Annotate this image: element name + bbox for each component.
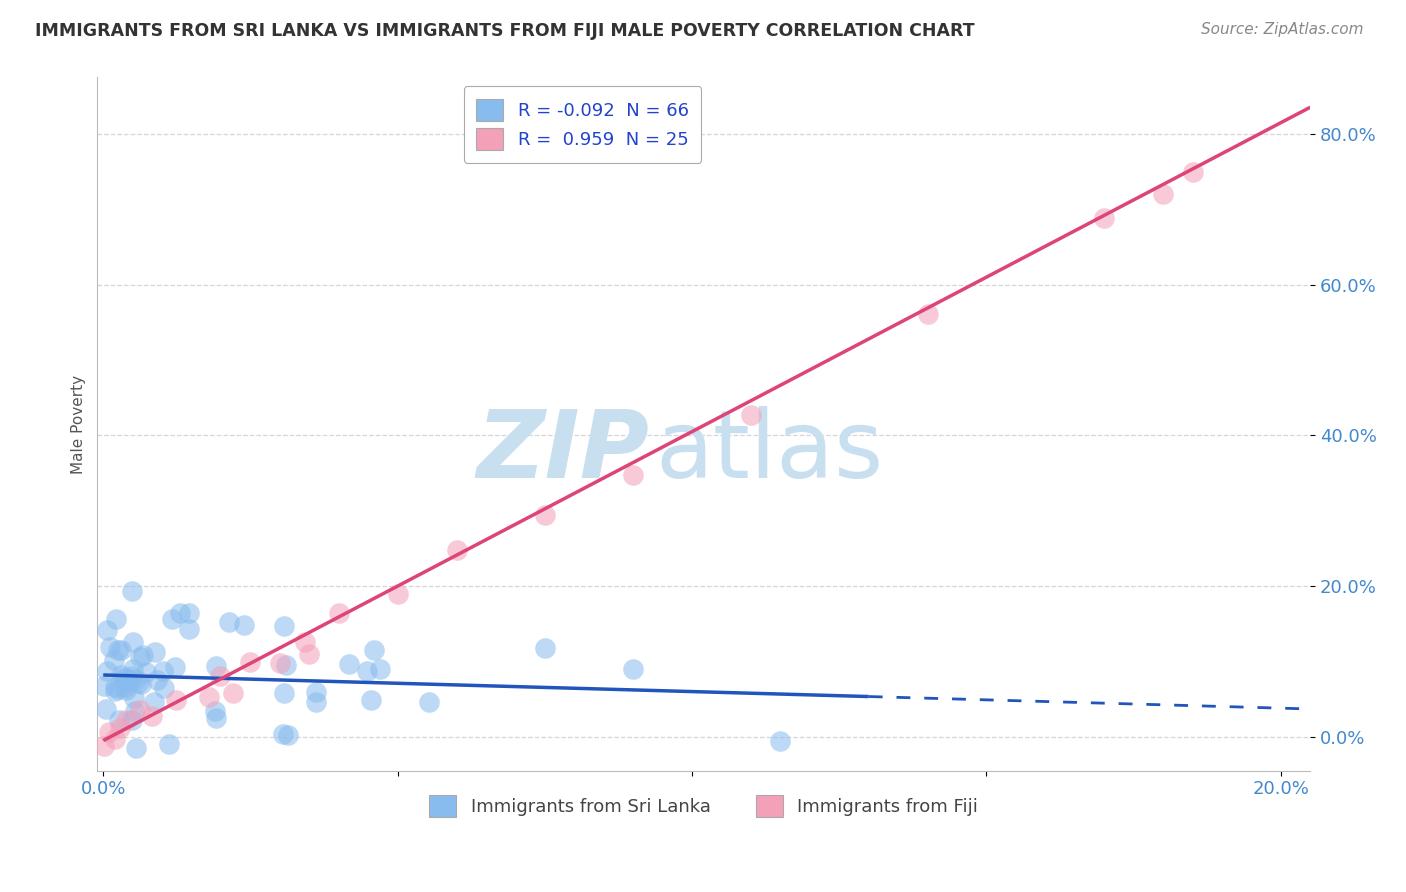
Point (276, 658, 298, 673)
Point (169, 606, 191, 620)
Point (114, 676, 136, 690)
Point (446, 542, 468, 557)
Point (233, 617, 256, 632)
Point (108, 714, 131, 728)
Point (363, 643, 385, 657)
Point (129, 677, 152, 691)
Point (98, 640, 121, 655)
Point (146, 673, 169, 688)
Point (328, 606, 350, 620)
Point (418, 695, 440, 709)
Point (121, 669, 143, 683)
Point (160, 612, 183, 626)
Point (98, 725, 121, 739)
Point (205, 658, 228, 673)
Point (121, 662, 143, 676)
Point (114, 671, 136, 685)
Point (277, 727, 299, 741)
Point (104, 684, 127, 698)
Point (143, 645, 166, 659)
Point (198, 690, 221, 705)
Point (305, 685, 328, 699)
Point (121, 713, 143, 727)
Point (110, 667, 132, 681)
Point (104, 731, 127, 746)
Point (141, 708, 163, 723)
Point (273, 619, 295, 633)
Point (1181, 165, 1204, 179)
Text: Source: ZipAtlas.com: Source: ZipAtlas.com (1201, 22, 1364, 37)
Point (120, 673, 142, 688)
Point (208, 669, 231, 683)
Point (128, 650, 150, 665)
Point (740, 408, 762, 422)
Point (104, 612, 127, 626)
Point (769, 733, 792, 747)
Point (108, 721, 131, 735)
Point (177, 622, 200, 636)
Point (1152, 186, 1174, 201)
Point (107, 643, 129, 657)
Point (132, 648, 155, 663)
Point (205, 711, 228, 725)
Point (218, 615, 240, 629)
Point (96, 623, 118, 637)
Point (165, 693, 187, 707)
Point (621, 662, 644, 676)
Point (103, 680, 125, 694)
Point (93, 739, 115, 754)
Text: IMMIGRANTS FROM SRI LANKA VS IMMIGRANTS FROM FIJI MALE POVERTY CORRELATION CHART: IMMIGRANTS FROM SRI LANKA VS IMMIGRANTS … (35, 22, 974, 40)
Point (222, 686, 245, 700)
Text: atlas: atlas (655, 406, 883, 498)
Point (152, 681, 174, 696)
Point (157, 737, 180, 751)
Point (129, 703, 152, 717)
Point (122, 691, 145, 706)
Point (110, 643, 132, 657)
Point (271, 727, 294, 741)
Point (387, 587, 409, 601)
Point (239, 656, 262, 670)
Point (122, 635, 145, 649)
Point (127, 676, 149, 690)
Point (125, 740, 148, 755)
Point (269, 656, 291, 670)
Point (204, 704, 226, 718)
Y-axis label: Male Poverty: Male Poverty (72, 375, 86, 474)
Point (114, 680, 136, 694)
Point (114, 683, 136, 698)
Point (305, 695, 328, 709)
Point (1092, 211, 1115, 226)
Point (107, 682, 129, 697)
Point (163, 660, 186, 674)
Point (534, 508, 557, 522)
Point (534, 640, 557, 655)
Point (368, 662, 391, 676)
Point (96, 665, 118, 679)
Point (121, 583, 143, 598)
Point (135, 665, 157, 679)
Point (917, 307, 939, 321)
Point (96, 701, 118, 715)
Point (294, 634, 316, 648)
Point (273, 686, 295, 700)
Point (298, 648, 321, 662)
Point (356, 664, 378, 678)
Point (112, 672, 135, 686)
Legend: Immigrants from Sri Lanka, Immigrants from Fiji: Immigrants from Sri Lanka, Immigrants fr… (422, 788, 986, 824)
Point (125, 673, 148, 687)
Point (360, 693, 382, 707)
Point (124, 704, 146, 718)
Point (179, 606, 201, 620)
Point (621, 468, 644, 483)
Point (337, 657, 360, 671)
Point (142, 695, 165, 709)
Point (152, 664, 174, 678)
Point (93, 679, 115, 693)
Point (103, 653, 125, 667)
Text: ZIP: ZIP (477, 406, 650, 498)
Point (115, 713, 138, 727)
